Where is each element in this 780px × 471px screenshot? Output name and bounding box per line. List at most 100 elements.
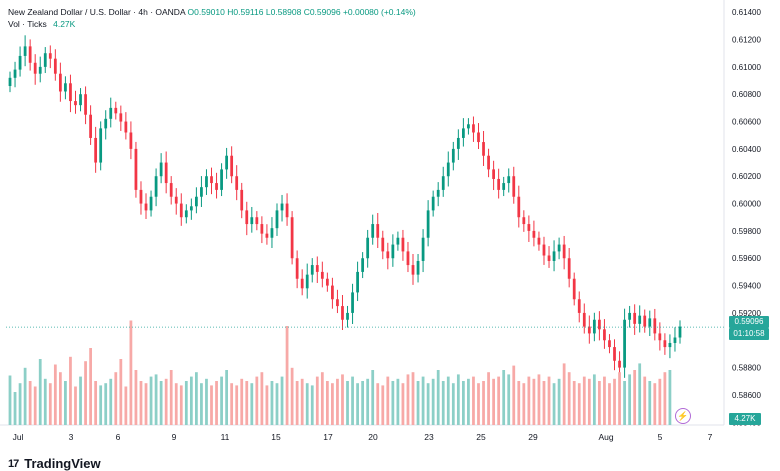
- symbol-title[interactable]: New Zealand Dollar / U.S. Dollar · 4h · …: [8, 7, 186, 17]
- volume-bar: [532, 378, 536, 425]
- tradingview-logo-icon: 17: [8, 457, 19, 470]
- tradingview-brand[interactable]: 17 TradingView: [8, 456, 101, 471]
- candle-body: [572, 278, 576, 300]
- volume-bar: [13, 392, 17, 425]
- candle-body: [668, 342, 672, 348]
- candle-body: [512, 176, 516, 197]
- candle-body: [315, 265, 319, 272]
- candle-body: [189, 206, 193, 211]
- volume-bar: [184, 381, 188, 425]
- volume-bar: [386, 376, 390, 425]
- volume-bar: [58, 372, 62, 425]
- candle-body: [341, 306, 344, 320]
- volume-bar: [416, 381, 420, 425]
- price-tick-label: 0.59600: [732, 254, 761, 263]
- candle-body: [436, 189, 440, 197]
- volume-bar: [537, 374, 541, 425]
- volume-bar: [189, 376, 193, 425]
- candle-body: [653, 318, 657, 334]
- volume-bar: [613, 378, 616, 425]
- volume-bar: [582, 376, 586, 425]
- volume-bar: [336, 378, 339, 425]
- candle-body: [38, 66, 42, 74]
- price-tick-label: 0.61400: [732, 8, 761, 17]
- candle-body: [562, 244, 566, 259]
- volume-bar: [38, 359, 42, 425]
- legend-open: O0.59010: [187, 7, 225, 17]
- candle-body: [663, 340, 667, 348]
- candle-body: [23, 46, 27, 56]
- candle-body: [310, 265, 314, 275]
- candle-body: [129, 132, 133, 149]
- candle-body: [527, 224, 531, 231]
- volume-value-tag: 4.27K: [729, 413, 761, 425]
- candle-body: [53, 58, 57, 74]
- time-tick-label: 11: [221, 432, 230, 442]
- candle-body: [446, 162, 450, 177]
- candle-body: [477, 132, 480, 143]
- candle-body: [290, 217, 294, 259]
- chart-legend: New Zealand Dollar / U.S. Dollar · 4h · …: [8, 6, 416, 30]
- volume-bar: [18, 383, 22, 425]
- candle-body: [557, 244, 561, 252]
- candle-body: [325, 278, 329, 286]
- volume-indicator-label[interactable]: Vol · Ticks: [8, 19, 47, 29]
- candle-body: [613, 347, 616, 361]
- candle-body: [159, 162, 163, 177]
- candle-body: [552, 251, 556, 261]
- candle-body: [89, 114, 92, 138]
- volume-bar: [401, 383, 405, 425]
- volume-bar: [114, 372, 118, 425]
- volume-bar: [492, 378, 495, 425]
- candle-body: [336, 299, 339, 307]
- volume-bar: [381, 385, 385, 425]
- volume-bar: [356, 383, 359, 425]
- candle-body: [134, 148, 138, 190]
- price-tick-label: 0.59200: [732, 309, 761, 318]
- volume-bar: [527, 376, 531, 425]
- candle-body: [406, 251, 410, 266]
- volume-bar: [79, 376, 82, 425]
- volume-bar: [567, 372, 571, 425]
- volume-bar: [320, 372, 324, 425]
- volume-bar: [638, 363, 642, 425]
- candle-body: [154, 176, 158, 197]
- legend-ohlc-row: New Zealand Dollar / U.S. Dollar · 4h · …: [8, 6, 416, 18]
- volume-indicator-value: 4.27K: [53, 19, 76, 29]
- volume-bar: [124, 386, 128, 425]
- price-tick-label: 0.60400: [732, 145, 761, 154]
- candle-body: [587, 326, 591, 334]
- volume-bar: [210, 385, 213, 425]
- volume-bar: [648, 381, 652, 425]
- lightning-icon[interactable]: ⚡: [675, 408, 691, 424]
- candle-body: [497, 178, 501, 190]
- volume-bar: [346, 381, 349, 425]
- candle-body: [608, 340, 611, 348]
- bar-countdown-tag: 01:10:58: [729, 328, 769, 340]
- volume-bar: [195, 372, 198, 425]
- volume-bar: [109, 378, 113, 425]
- volume-bar: [265, 385, 269, 425]
- volume-bar: [315, 376, 319, 425]
- candle-body: [300, 278, 304, 289]
- candle-body: [33, 62, 37, 74]
- volume-bar: [341, 374, 344, 425]
- candle-body: [658, 333, 662, 341]
- volume-bar: [149, 376, 153, 425]
- candle-body: [603, 329, 606, 341]
- candle-body: [592, 319, 596, 334]
- candle-body: [351, 292, 354, 313]
- volume-bar: [159, 381, 163, 425]
- volume-bar: [205, 378, 208, 425]
- time-tick-label: Aug: [598, 432, 613, 442]
- price-tick-label: 0.61000: [732, 63, 761, 72]
- candle-body: [124, 121, 128, 133]
- volume-bar: [325, 381, 329, 425]
- candle-body: [74, 101, 77, 106]
- candle-body: [174, 196, 178, 204]
- volume-bar: [547, 376, 551, 425]
- volume-bar: [164, 378, 168, 425]
- time-tick-label: Jul: [13, 432, 24, 442]
- candle-body: [673, 337, 677, 343]
